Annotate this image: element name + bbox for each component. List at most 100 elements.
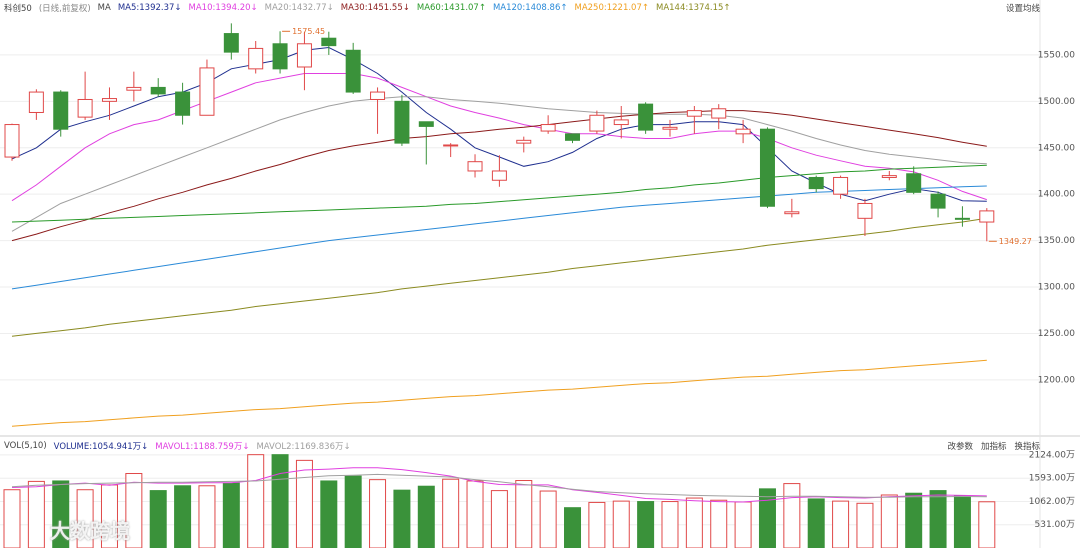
volume-bar — [929, 490, 947, 548]
candle-body — [296, 43, 312, 68]
legend-name: MAVOL2:1169.836万 — [256, 442, 344, 452]
volume-bar — [247, 454, 265, 548]
volume-bar — [174, 485, 192, 548]
price-buttons: 设置均线 — [1006, 2, 1040, 14]
indicator-button[interactable]: 改参数 — [947, 442, 973, 452]
legend-item: MA5:1392.37↓ — [118, 3, 182, 13]
volume-bar — [344, 475, 362, 548]
volume-value: VOLUME:1054.941万↓ — [54, 440, 149, 452]
volume-bar — [149, 490, 167, 548]
legend-name: MA5:1392.37 — [117, 3, 175, 13]
legend-trend: ↑ — [723, 3, 731, 13]
candle-body — [53, 91, 69, 130]
y-tick-label: 1250.00 — [1038, 329, 1075, 339]
candle-body — [394, 100, 410, 144]
volume-bar — [539, 490, 557, 548]
volume-bar — [490, 490, 508, 548]
volume-legend: VOL(5,10) VOLUME:1054.941万↓ MAVOL1:1188.… — [4, 440, 351, 452]
volume-bar — [466, 480, 484, 548]
legend-trend: ↓ — [326, 3, 334, 13]
y-tick-label: 2124.00万 — [1029, 450, 1075, 460]
y-tick-label: 1593.00万 — [1029, 474, 1075, 484]
candle-body — [126, 86, 142, 91]
volume-bar — [3, 489, 21, 548]
candle-body — [735, 128, 751, 135]
indicator-button[interactable]: 换指标 — [1014, 442, 1040, 452]
legend-item: MAVOL2:1169.836万↓ — [256, 440, 350, 452]
subtitle: (日线,前复权) — [38, 4, 91, 14]
candle-body — [321, 37, 337, 47]
watermark: 大数跨境 — [50, 519, 130, 543]
candle-body — [491, 170, 507, 181]
ma-line — [11, 467, 987, 503]
ma-line — [11, 359, 987, 427]
legend-name: MA30:1451.55 — [340, 3, 403, 13]
ma-line — [11, 185, 987, 290]
volume-bar — [198, 485, 216, 548]
ma-line — [11, 164, 987, 223]
candle-body — [784, 211, 800, 215]
legend-name: MA144:1374.15 — [656, 3, 724, 13]
y-tick-label: 1350.00 — [1038, 236, 1075, 246]
indicator-button[interactable]: 加指标 — [980, 442, 1007, 452]
y-tick-label: 1300.00 — [1038, 283, 1075, 293]
volume-name: VOLUME:1054.941万 — [53, 442, 142, 452]
volume-bar — [588, 501, 606, 548]
candle-body — [199, 67, 215, 116]
candle-body — [77, 98, 93, 118]
candle-body — [833, 176, 849, 195]
volume-bar — [320, 480, 338, 548]
settings-button[interactable]: 设置均线 — [1005, 4, 1040, 14]
legend-trend: ↑ — [641, 3, 649, 13]
ma-label[interactable]: MA — [97, 3, 111, 13]
volume-bar — [393, 489, 411, 548]
volume-bar — [612, 500, 630, 548]
volume-bar — [685, 497, 703, 548]
candle-body — [662, 126, 678, 130]
candle-body — [4, 124, 20, 158]
legend-item: MA20:1432.77↓ — [265, 3, 334, 13]
candle-body — [101, 98, 117, 102]
volume-bar — [27, 480, 45, 548]
legend-item: MAVOL1:1188.759万↓ — [155, 440, 249, 452]
candle-body — [175, 91, 191, 116]
legend-name: MA20:1432.77 — [264, 3, 327, 13]
volume-bar — [856, 502, 874, 548]
legend-item: MA250:1221.07↑ — [574, 3, 649, 13]
ma-line — [11, 96, 987, 232]
legend-name: MA10:1394.20 — [188, 3, 251, 13]
candle-body — [467, 161, 483, 172]
volume-bar — [661, 501, 679, 548]
candle-body — [443, 144, 459, 147]
volume-bar — [369, 479, 387, 548]
legend-name: MA250:1221.07 — [574, 3, 642, 13]
ma-line — [11, 473, 987, 498]
legend-trend: ↑ — [478, 3, 486, 13]
candle-body — [906, 173, 922, 193]
volume-bar — [832, 500, 850, 548]
volume-bar — [295, 459, 313, 548]
legend-trend: ↓ — [402, 3, 410, 13]
legend-trend: ↓ — [174, 3, 182, 13]
volume-bar — [953, 495, 971, 548]
candle-body — [613, 119, 629, 126]
candle-body — [565, 133, 581, 141]
annotation: 1575.45 — [292, 27, 325, 36]
legend-trend: ↑ — [560, 3, 568, 13]
volume-bar — [880, 494, 898, 548]
ma-line — [11, 110, 987, 242]
legend-item: MA60:1431.07↑ — [417, 3, 486, 13]
candle-body — [711, 108, 727, 119]
price-legend: 科创50 (日线,前复权) MA MA5:1392.37↓ MA10:1394.2… — [4, 2, 731, 14]
candle-body — [930, 193, 946, 209]
candle-body — [759, 128, 775, 207]
volume-bar — [710, 499, 728, 548]
y-tick-label: 531.00万 — [1035, 520, 1076, 530]
candle-body — [881, 175, 897, 178]
candle-body — [638, 103, 654, 131]
candle-body — [857, 202, 873, 219]
candle-body — [686, 110, 702, 117]
legend-name: MA60:1431.07 — [416, 3, 479, 13]
